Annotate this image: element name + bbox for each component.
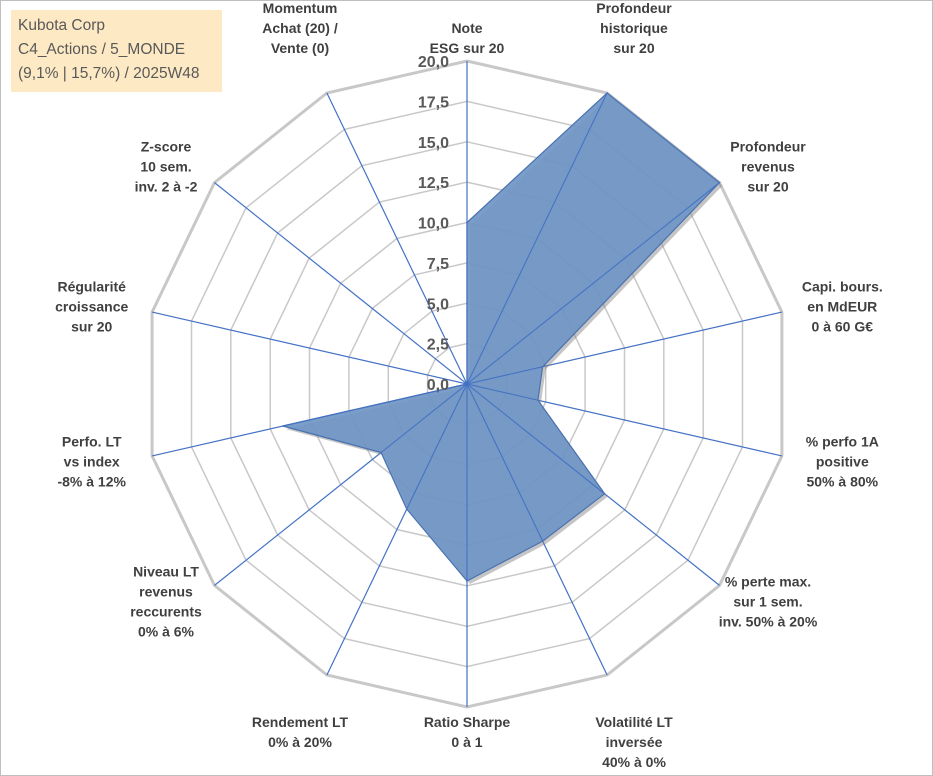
axis-label-line: Profondeur	[730, 138, 806, 154]
axis-label-line: 0% à 6%	[138, 624, 195, 640]
axis-spoke-inner	[466, 366, 543, 385]
axis-label-line: inv. 2 à -2	[135, 178, 198, 194]
axis-label-line: revenus	[741, 158, 795, 174]
axis-label-line: 0 à 1	[451, 734, 482, 750]
tick-label: 5,0	[427, 296, 449, 313]
data-point	[466, 221, 468, 224]
axis-label-line: positive	[816, 454, 869, 470]
axis-label-line: inv. 50% à 20%	[719, 614, 818, 630]
axis-label-line: Capi. bours.	[802, 278, 883, 294]
company-name: Kubota Corp	[18, 17, 106, 34]
data-point	[282, 425, 284, 427]
tick-label: 7,5	[427, 256, 449, 273]
axis-label-line: croissance	[55, 298, 128, 314]
portfolio-label: C4_Actions / 5_MONDE	[18, 41, 186, 58]
axis-label-line: Volatilité LT	[595, 714, 673, 730]
tick-label: 17,5	[418, 94, 449, 111]
axis-label: Rendement LT 0% à 20%	[252, 714, 349, 750]
axis-label: Niveau LT revenus reccurents 0% à 6%	[130, 564, 202, 640]
axis-label: Volatilité LT inversée 40% à 0%	[595, 714, 673, 770]
axis-label-line: Perfo. LT	[62, 434, 122, 450]
tick-label: 0,0	[427, 377, 449, 394]
axis-label-line: historique	[600, 20, 668, 36]
axis-label: % perte max. sur 1 sem. inv. 50% à 20%	[719, 574, 818, 630]
tick-label: 12,5	[418, 175, 449, 192]
axis-label-line: Profondeur	[596, 0, 672, 16]
axis-label-line: vs index	[64, 454, 120, 470]
axis-label: Profondeur revenus sur 20	[730, 138, 806, 194]
axis-spoke-inner	[466, 383, 544, 542]
axis-label-line: Niveau LT	[133, 564, 199, 580]
axis-label-line: sur 1 sem.	[733, 594, 802, 610]
axis-spoke-inner	[466, 383, 539, 401]
performance-week-label: (9,1% | 15,7%) / 2025W48	[18, 65, 200, 82]
axis-label: Z-score 10 sem. inv. 2 à -2	[135, 138, 198, 194]
axis-label-line: Vente (0)	[271, 40, 329, 56]
data-point	[603, 493, 606, 495]
axis-spoke-inner	[406, 383, 468, 510]
axis-label-line: Régularité	[57, 278, 126, 294]
axis-label-line: 50% à 80%	[806, 474, 878, 490]
chart-title-box: Kubota Corp C4_Actions / 5_MONDE (9,1% |…	[11, 10, 222, 92]
axis-label-line: % perfo 1A	[806, 434, 879, 450]
axis-label-line: 0 à 60 G€	[812, 318, 874, 334]
axis-label: % perfo 1A positive 50% à 80%	[806, 434, 879, 490]
axis-spoke-inner	[282, 383, 468, 427]
data-point	[541, 366, 544, 368]
axis-label: Capi. bours. en MdEUR 0 à 60 G€	[802, 278, 883, 334]
axis-label: Régularité croissance sur 20	[55, 278, 128, 334]
tick-label: 15,0	[418, 135, 449, 152]
axis-label-line: 10 sem.	[140, 158, 191, 174]
tick-label: 10,0	[418, 216, 449, 233]
data-point	[466, 580, 468, 582]
axis-label-line: revenus	[139, 584, 193, 600]
axis-label: Note ESG sur 20	[430, 20, 505, 56]
tick-label: 2,5	[427, 337, 449, 354]
data-point	[466, 383, 468, 385]
axis-label-line: reccurents	[130, 604, 202, 620]
axis-label-line: Momentum	[263, 0, 338, 16]
axis-spoke-inner	[466, 92, 608, 385]
axis-label-line: Note	[451, 20, 482, 36]
data-point	[380, 451, 382, 454]
axis-label-line: % perte max.	[725, 574, 811, 590]
data-point	[606, 92, 608, 94]
axis-label-line: sur 20	[747, 178, 788, 194]
axis-label-line: 0% à 20%	[268, 734, 332, 750]
axis-label-line: Achat (20) /	[262, 20, 338, 36]
axis-label-line: 40% à 0%	[602, 754, 666, 770]
axis-spoke	[214, 182, 468, 385]
axis-label-line: ESG sur 20	[430, 40, 505, 56]
series-area	[282, 92, 721, 582]
axis-label-line: sur 20	[613, 40, 654, 56]
data-point	[541, 540, 544, 542]
axis-label-line: inversée	[606, 734, 663, 750]
axis-label: Profondeur historique sur 20	[596, 0, 672, 56]
axis-label-line: Z-score	[141, 138, 192, 154]
axis-spoke-inner	[466, 383, 605, 495]
axis-spoke	[151, 311, 468, 385]
axis-label: Momentum Achat (20) / Vente (0)	[262, 0, 338, 56]
axis-label: Perfo. LT vs index -8% à 12%	[57, 434, 126, 490]
axis-label-line: Ratio Sharpe	[424, 714, 511, 730]
axis-label-line: -8% à 12%	[57, 474, 126, 490]
axis-label-line: Rendement LT	[252, 714, 349, 730]
axis-label-line: en MdEUR	[807, 298, 877, 314]
data-point	[718, 181, 721, 184]
axis-spoke-inner	[466, 182, 720, 385]
tick-label: 20,0	[418, 54, 449, 71]
axis-label: Ratio Sharpe 0 à 1	[424, 714, 511, 750]
data-point	[405, 508, 408, 510]
data-point	[537, 399, 539, 402]
axis-spoke-inner	[380, 383, 468, 453]
axis-label-line: sur 20	[71, 318, 112, 334]
axis-spoke	[326, 92, 468, 385]
